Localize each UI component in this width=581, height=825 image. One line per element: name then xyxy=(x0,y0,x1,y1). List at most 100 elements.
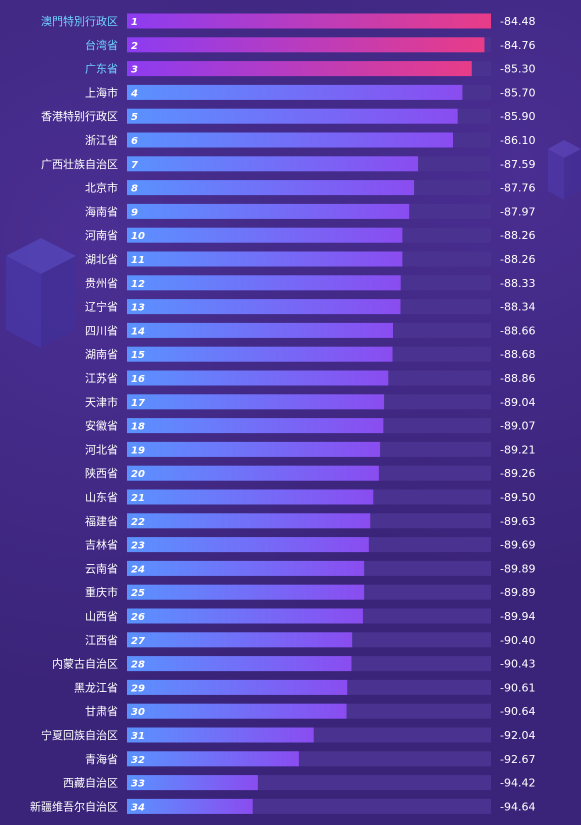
category-label: 广东省 xyxy=(85,63,118,76)
rank-label: 10 xyxy=(131,231,145,242)
bar xyxy=(127,156,419,172)
value-label: -87.97 xyxy=(500,205,535,218)
rank-label: 9 xyxy=(131,207,138,218)
bar xyxy=(127,370,389,386)
bar xyxy=(127,632,353,648)
value-label: -92.67 xyxy=(500,753,535,766)
category-label: 天津市 xyxy=(85,395,118,409)
bar xyxy=(127,84,463,100)
bar xyxy=(127,322,393,338)
category-label: 黑龙江省 xyxy=(74,681,118,694)
rank-label: 14 xyxy=(131,326,145,337)
value-label: -89.04 xyxy=(500,396,535,409)
category-label: 北京市 xyxy=(85,181,118,195)
category-label: 吉林省 xyxy=(85,538,118,552)
bar xyxy=(127,61,472,77)
value-label: -89.63 xyxy=(500,515,535,528)
category-label: 陕西省 xyxy=(85,466,118,480)
bar xyxy=(127,180,415,196)
value-label: -89.89 xyxy=(500,562,535,575)
rank-label: 34 xyxy=(131,802,145,813)
rank-label: 21 xyxy=(131,493,145,504)
rank-label: 18 xyxy=(131,422,145,433)
category-label: 澳門特別行政区 xyxy=(41,14,118,28)
rank-label: 31 xyxy=(131,731,145,742)
category-label: 贵州省 xyxy=(85,277,118,290)
rank-label: 23 xyxy=(131,541,145,552)
rank-label: 13 xyxy=(131,303,145,314)
rank-label: 11 xyxy=(131,255,145,266)
value-label: -88.68 xyxy=(500,348,535,361)
value-label: -87.59 xyxy=(500,158,535,171)
category-label: 重庆市 xyxy=(85,585,118,599)
bar xyxy=(127,108,458,124)
value-label: -90.61 xyxy=(500,681,535,694)
value-label: -89.94 xyxy=(500,610,535,623)
bar xyxy=(127,489,374,505)
category-label: 广西壮族自治区 xyxy=(41,157,118,171)
bar xyxy=(127,608,363,624)
value-label: -84.48 xyxy=(500,15,535,28)
category-label: 湖南省 xyxy=(85,348,118,361)
value-label: -89.89 xyxy=(500,586,535,599)
bar xyxy=(127,537,369,553)
bar xyxy=(127,299,401,315)
value-label: -92.04 xyxy=(500,729,535,742)
category-label: 江西省 xyxy=(85,634,118,647)
category-label: 上海市 xyxy=(85,85,118,99)
category-label: 宁夏回族自治区 xyxy=(41,728,118,742)
bar xyxy=(127,703,347,719)
rank-label: 20 xyxy=(131,469,145,480)
bar xyxy=(127,727,314,743)
value-label: -89.69 xyxy=(500,539,535,552)
value-label: -88.86 xyxy=(500,372,535,385)
bar xyxy=(127,560,365,576)
value-label: -84.76 xyxy=(500,39,535,52)
bar xyxy=(127,251,403,267)
rank-label: 28 xyxy=(131,660,145,671)
category-label: 安徽省 xyxy=(85,419,118,433)
bar xyxy=(127,346,393,362)
category-label: 内蒙古自治区 xyxy=(52,657,118,671)
rank-label: 17 xyxy=(131,398,145,409)
rank-label: 7 xyxy=(131,160,138,171)
rank-label: 33 xyxy=(131,779,145,790)
rank-label: 19 xyxy=(131,445,145,456)
rank-label: 16 xyxy=(131,374,145,385)
value-label: -89.21 xyxy=(500,443,535,456)
value-label: -88.26 xyxy=(500,229,535,242)
category-label: 青海省 xyxy=(85,752,118,766)
value-label: -88.33 xyxy=(500,277,535,290)
value-label: -85.90 xyxy=(500,110,535,123)
bar xyxy=(127,775,258,791)
category-label: 湖北省 xyxy=(85,253,118,266)
category-label: 香港特别行政区 xyxy=(41,109,118,123)
rank-label: 32 xyxy=(131,755,145,766)
bar xyxy=(127,513,371,529)
category-label: 河南省 xyxy=(85,229,118,242)
category-label: 山西省 xyxy=(85,610,118,623)
decorative-cube-left xyxy=(6,238,76,348)
rank-label: 5 xyxy=(131,112,138,123)
bar xyxy=(127,13,491,29)
value-label: -88.66 xyxy=(500,324,535,337)
value-label: -88.26 xyxy=(500,253,535,266)
bar xyxy=(127,465,379,481)
rank-label: 26 xyxy=(131,612,145,623)
category-label: 河北省 xyxy=(85,443,118,456)
bar xyxy=(127,751,299,767)
rank-label: 3 xyxy=(131,65,138,76)
rank-label: 29 xyxy=(131,683,145,694)
bar xyxy=(127,798,253,814)
bar xyxy=(127,656,352,672)
decorative-cube-right xyxy=(548,140,581,200)
category-label: 辽宁省 xyxy=(85,300,118,314)
category-label: 甘肃省 xyxy=(85,705,118,718)
category-label: 福建省 xyxy=(85,514,118,528)
rank-label: 25 xyxy=(131,588,145,599)
bar xyxy=(127,203,410,219)
value-label: -87.76 xyxy=(500,182,535,195)
category-label: 江苏省 xyxy=(85,372,118,385)
category-label: 四川省 xyxy=(85,324,118,337)
